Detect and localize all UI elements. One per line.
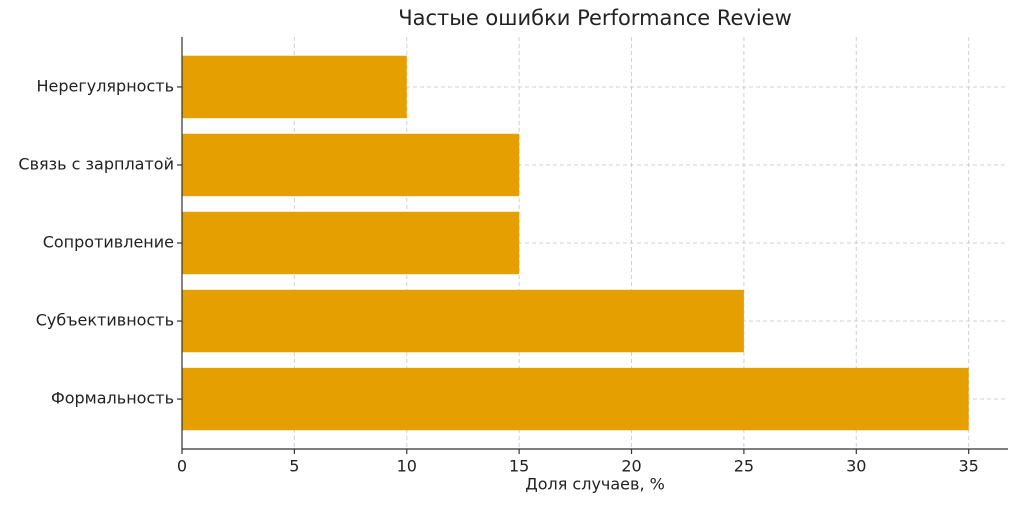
y-tick-label: Субъективность — [36, 311, 174, 330]
y-tick-label: Формальность — [51, 389, 174, 408]
x-tick-label: 0 — [177, 457, 187, 476]
y-tick-label: Связь с зарплатой — [18, 154, 174, 173]
x-tick-label: 5 — [289, 457, 299, 476]
x-tick-label: 10 — [397, 457, 417, 476]
x-tick-label: 35 — [958, 457, 978, 476]
x-tick-label: 30 — [846, 457, 866, 476]
x-tick-label: 25 — [734, 457, 754, 476]
y-tick-label: Нерегулярность — [36, 76, 174, 95]
bar — [182, 211, 520, 275]
x-axis-label: Доля случаев, % — [525, 475, 665, 494]
bar — [182, 55, 407, 119]
bar — [182, 133, 520, 197]
bar — [182, 289, 744, 353]
chart-title: Частые ошибки Performance Review — [398, 6, 792, 30]
x-tick-label: 15 — [509, 457, 529, 476]
y-tick-label: Сопротивление — [43, 233, 174, 252]
x-tick-label: 20 — [621, 457, 641, 476]
bar — [182, 367, 969, 431]
